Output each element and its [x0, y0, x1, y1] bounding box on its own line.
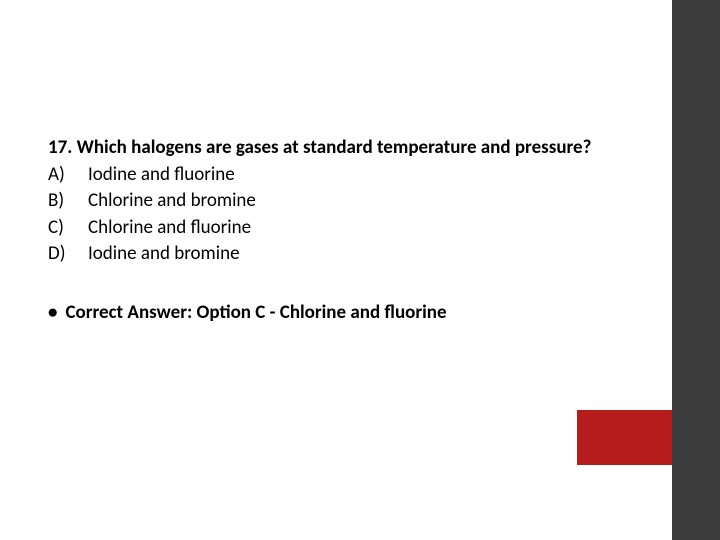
answer-text: Correct Answer: Option C - Chlorine and … — [65, 301, 446, 324]
option-letter: D) — [48, 241, 88, 268]
right-sidebar-bar — [672, 0, 720, 540]
option-row: C) Chlorine and fluorine — [48, 215, 608, 242]
option-text: Iodine and fluorine — [88, 162, 608, 189]
slide-container: 17. Which halogens are gases at standard… — [0, 0, 720, 540]
accent-block — [577, 410, 672, 465]
option-row: A) Iodine and fluorine — [48, 162, 608, 189]
option-text: Iodine and bromine — [88, 241, 608, 268]
option-letter: A) — [48, 162, 88, 189]
answer-block: • Correct Answer: Option C - Chlorine and… — [48, 300, 608, 327]
option-text: Chlorine and bromine — [88, 188, 608, 215]
question-body: Which halogens are gases at standard tem… — [77, 136, 592, 159]
option-letter: B) — [48, 188, 88, 215]
question-block: 17. Which halogens are gases at standard… — [48, 135, 608, 268]
option-row: B) Chlorine and bromine — [48, 188, 608, 215]
question-text: 17. Which halogens are gases at standard… — [48, 135, 608, 162]
content-area: 17. Which halogens are gases at standard… — [48, 135, 608, 327]
option-letter: C) — [48, 215, 88, 242]
question-number: 17. — [48, 136, 72, 159]
option-text: Chlorine and fluorine — [88, 215, 608, 242]
option-row: D) Iodine and bromine — [48, 241, 608, 268]
bullet-icon: • — [48, 300, 57, 327]
